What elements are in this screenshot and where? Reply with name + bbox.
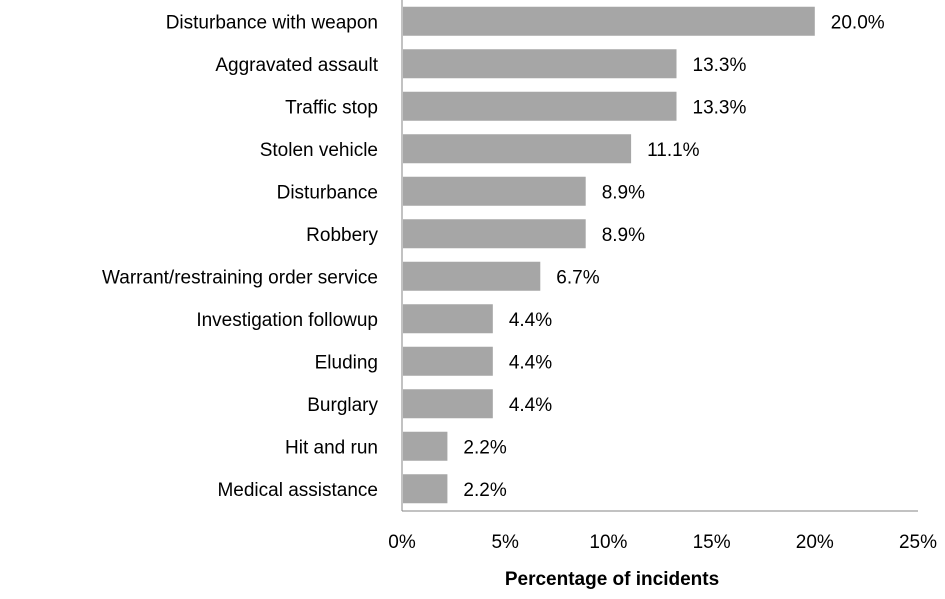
x-tick-label: 5% [491,532,519,553]
bar [403,219,586,249]
category-label: Burglary [307,395,378,416]
category-label: Warrant/restraining order service [102,267,378,288]
value-label: 4.4% [509,395,552,416]
value-label: 8.9% [602,182,645,203]
category-label: Disturbance with weapon [166,12,378,33]
bar [403,431,448,461]
category-label: Aggravated assault [215,55,378,76]
value-label: 8.9% [602,225,645,246]
value-label: 6.7% [556,267,599,288]
bar [403,261,541,291]
category-label: Medical assistance [217,480,378,501]
x-axis-title: Percentage of incidents [505,569,719,590]
bar [403,176,586,206]
category-label: Investigation followup [196,310,378,331]
category-label: Robbery [306,225,378,246]
value-label: 13.3% [693,97,747,118]
bar [403,389,493,419]
bar [403,134,632,164]
value-label: 11.1% [647,140,700,161]
x-tick-label: 0% [388,532,416,553]
bar [403,91,677,121]
x-tick-labels: 0% 5% 10% 15% 20% 25% [388,532,937,553]
bar [403,49,677,79]
value-labels: 20.0%13.3%13.3%11.1%8.9%8.9%6.7%4.4%4.4%… [463,12,884,501]
bar [403,474,448,504]
bar [403,346,493,376]
category-label: Traffic stop [285,97,378,118]
x-tick-label: 25% [899,532,937,553]
x-tick-label: 15% [693,532,731,553]
value-label: 20.0% [831,12,885,33]
value-label: 4.4% [509,352,552,373]
value-label: 4.4% [509,310,552,331]
category-labels: Disturbance with weapon Aggravated assaul… [102,12,379,501]
value-label: 2.2% [463,480,506,501]
bar [403,304,493,334]
category-label: Disturbance [277,182,378,203]
value-label: 13.3% [693,55,747,76]
x-tick-label: 10% [589,532,627,553]
category-label: Hit and run [285,437,378,458]
x-tick-label: 20% [796,532,834,553]
category-label: Stolen vehicle [260,140,378,161]
bars-group [403,6,815,504]
bar [403,6,815,36]
value-label: 2.2% [463,437,506,458]
category-label: Eluding [315,352,378,373]
